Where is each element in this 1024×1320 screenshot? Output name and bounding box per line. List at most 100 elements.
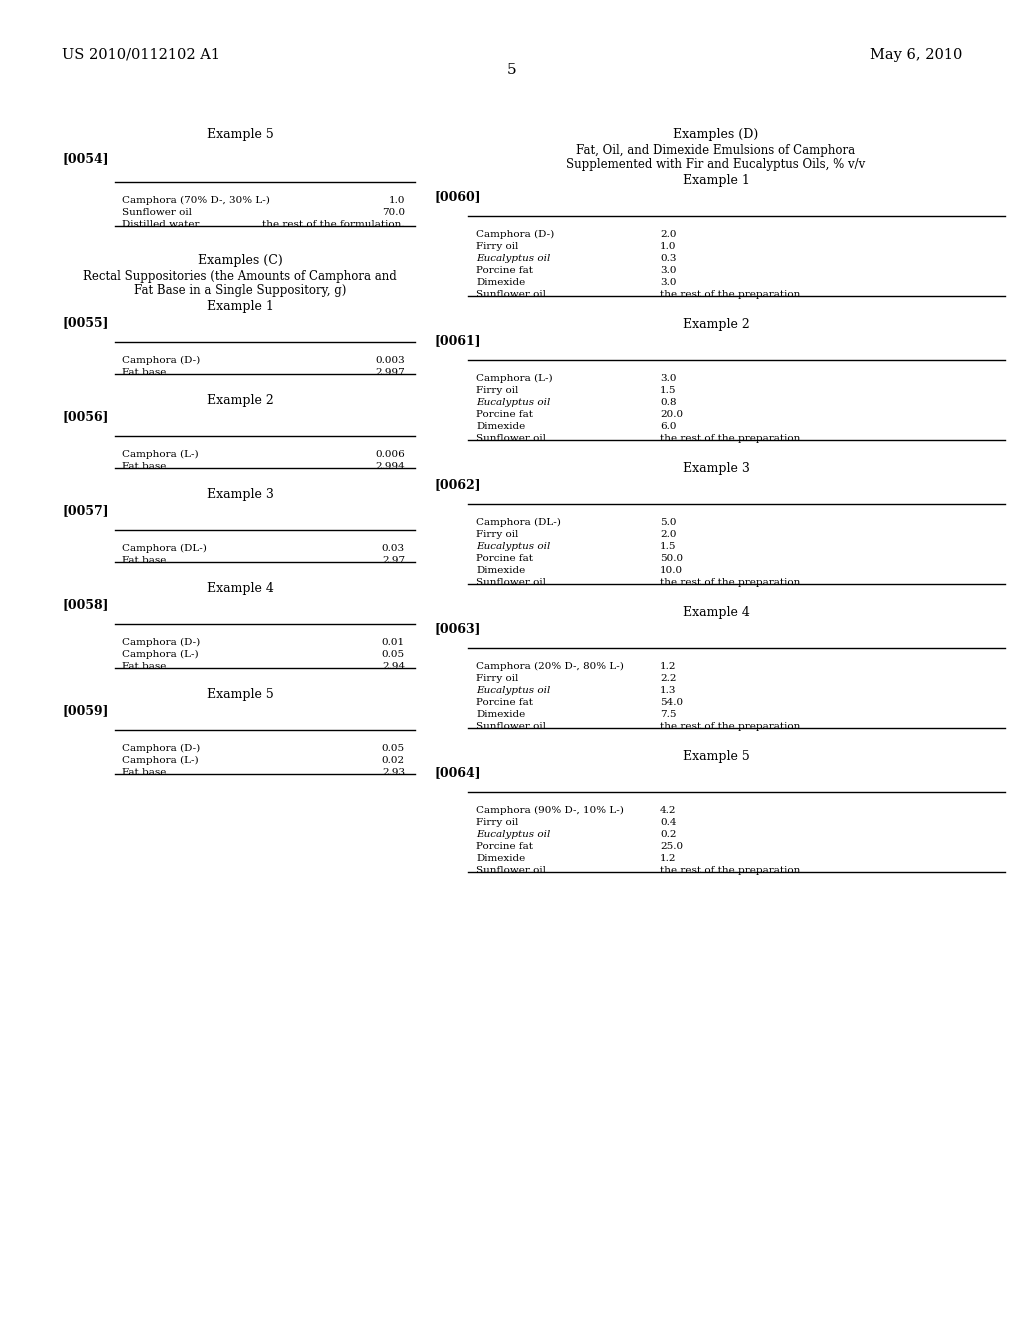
Text: Distilled water: Distilled water (122, 220, 200, 228)
Text: Dimexide: Dimexide (476, 422, 525, 432)
Text: Camphora (L-): Camphora (L-) (122, 756, 199, 766)
Text: [0061]: [0061] (435, 334, 481, 347)
Text: 54.0: 54.0 (660, 698, 683, 708)
Text: the rest of the preparation: the rest of the preparation (660, 866, 801, 875)
Text: US 2010/0112102 A1: US 2010/0112102 A1 (62, 48, 220, 62)
Text: Porcine fat: Porcine fat (476, 411, 534, 418)
Text: 1.2: 1.2 (660, 854, 677, 863)
Text: 3.0: 3.0 (660, 374, 677, 383)
Text: Dimexide: Dimexide (476, 279, 525, 286)
Text: 0.2: 0.2 (660, 830, 677, 840)
Text: 0.05: 0.05 (382, 649, 406, 659)
Text: [0057]: [0057] (62, 504, 109, 517)
Text: Sunflower oil: Sunflower oil (122, 209, 193, 216)
Text: [0064]: [0064] (435, 766, 481, 779)
Text: Dimexide: Dimexide (476, 854, 525, 863)
Text: May 6, 2010: May 6, 2010 (869, 48, 962, 62)
Text: Firry oil: Firry oil (476, 385, 518, 395)
Text: Porcine fat: Porcine fat (476, 698, 534, 708)
Text: 0.4: 0.4 (660, 818, 677, 828)
Text: 0.02: 0.02 (382, 756, 406, 766)
Text: Fat base: Fat base (122, 768, 166, 777)
Text: Camphora (DL-): Camphora (DL-) (122, 544, 207, 553)
Text: 2.994: 2.994 (375, 462, 406, 471)
Text: 1.2: 1.2 (660, 663, 677, 671)
Text: Dimexide: Dimexide (476, 566, 525, 576)
Text: Example 1: Example 1 (207, 300, 273, 313)
Text: Firry oil: Firry oil (476, 531, 518, 539)
Text: the rest of the formulation.: the rest of the formulation. (262, 220, 406, 228)
Text: 7.5: 7.5 (660, 710, 677, 719)
Text: 0.01: 0.01 (382, 638, 406, 647)
Text: Sunflower oil: Sunflower oil (476, 290, 546, 300)
Text: 0.05: 0.05 (382, 744, 406, 752)
Text: 0.006: 0.006 (375, 450, 406, 459)
Text: Example 4: Example 4 (683, 606, 750, 619)
Text: Camphora (20% D-, 80% L-): Camphora (20% D-, 80% L-) (476, 663, 624, 671)
Text: Sunflower oil: Sunflower oil (476, 722, 546, 731)
Text: Fat base: Fat base (122, 663, 166, 671)
Text: 2.0: 2.0 (660, 531, 677, 539)
Text: Sunflower oil: Sunflower oil (476, 866, 546, 875)
Text: 10.0: 10.0 (660, 566, 683, 576)
Text: Camphora (90% D-, 10% L-): Camphora (90% D-, 10% L-) (476, 807, 624, 816)
Text: 25.0: 25.0 (660, 842, 683, 851)
Text: 3.0: 3.0 (660, 267, 677, 275)
Text: Fat base: Fat base (122, 368, 166, 378)
Text: Firry oil: Firry oil (476, 818, 518, 828)
Text: 6.0: 6.0 (660, 422, 677, 432)
Text: 1.5: 1.5 (660, 543, 677, 550)
Text: Rectal Suppositories (the Amounts of Camphora and: Rectal Suppositories (the Amounts of Cam… (83, 271, 397, 282)
Text: Example 3: Example 3 (683, 462, 750, 475)
Text: 0.003: 0.003 (375, 356, 406, 366)
Text: [0062]: [0062] (435, 478, 481, 491)
Text: 20.0: 20.0 (660, 411, 683, 418)
Text: 1.3: 1.3 (660, 686, 677, 696)
Text: [0058]: [0058] (62, 598, 109, 611)
Text: Camphora (D-): Camphora (D-) (122, 356, 201, 366)
Text: Example 5: Example 5 (207, 128, 273, 141)
Text: 2.93: 2.93 (382, 768, 406, 777)
Text: Fat base: Fat base (122, 556, 166, 565)
Text: Porcine fat: Porcine fat (476, 554, 534, 564)
Text: [0054]: [0054] (62, 152, 109, 165)
Text: Example 1: Example 1 (683, 174, 750, 187)
Text: 2.997: 2.997 (375, 368, 406, 378)
Text: [0055]: [0055] (62, 315, 109, 329)
Text: Eucalyptus oil: Eucalyptus oil (476, 253, 550, 263)
Text: Camphora (L-): Camphora (L-) (122, 450, 199, 459)
Text: 2.94: 2.94 (382, 663, 406, 671)
Text: 0.8: 0.8 (660, 399, 677, 407)
Text: 4.2: 4.2 (660, 807, 677, 814)
Text: 3.0: 3.0 (660, 279, 677, 286)
Text: Eucalyptus oil: Eucalyptus oil (476, 543, 550, 550)
Text: Fat Base in a Single Suppository, g): Fat Base in a Single Suppository, g) (134, 284, 346, 297)
Text: 1.0: 1.0 (388, 195, 406, 205)
Text: Camphora (D-): Camphora (D-) (122, 638, 201, 647)
Text: Camphora (70% D-, 30% L-): Camphora (70% D-, 30% L-) (122, 195, 270, 205)
Text: Example 2: Example 2 (207, 393, 273, 407)
Text: Camphora (L-): Camphora (L-) (476, 374, 553, 383)
Text: Firry oil: Firry oil (476, 242, 518, 251)
Text: Example 3: Example 3 (207, 488, 273, 502)
Text: Camphora (L-): Camphora (L-) (122, 649, 199, 659)
Text: 5: 5 (507, 63, 517, 77)
Text: Example 2: Example 2 (683, 318, 750, 331)
Text: Example 4: Example 4 (207, 582, 273, 595)
Text: 50.0: 50.0 (660, 554, 683, 564)
Text: [0060]: [0060] (435, 190, 481, 203)
Text: 1.0: 1.0 (660, 242, 677, 251)
Text: Eucalyptus oil: Eucalyptus oil (476, 686, 550, 696)
Text: 2.2: 2.2 (660, 675, 677, 682)
Text: Firry oil: Firry oil (476, 675, 518, 682)
Text: 2.97: 2.97 (382, 556, 406, 565)
Text: Examples (D): Examples (D) (674, 128, 759, 141)
Text: the rest of the preparation: the rest of the preparation (660, 722, 801, 731)
Text: the rest of the preparation: the rest of the preparation (660, 290, 801, 300)
Text: the rest of the preparation: the rest of the preparation (660, 578, 801, 587)
Text: 70.0: 70.0 (382, 209, 406, 216)
Text: Fat, Oil, and Dimexide Emulsions of Camphora: Fat, Oil, and Dimexide Emulsions of Camp… (577, 144, 856, 157)
Text: 2.0: 2.0 (660, 230, 677, 239)
Text: Camphora (D-): Camphora (D-) (476, 230, 554, 239)
Text: Camphora (D-): Camphora (D-) (122, 744, 201, 754)
